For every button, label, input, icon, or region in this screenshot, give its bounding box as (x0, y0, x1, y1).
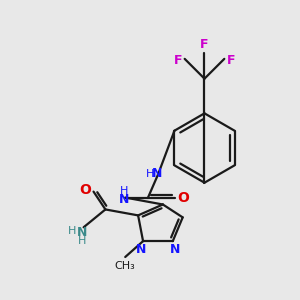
Text: N: N (152, 167, 162, 180)
Text: F: F (200, 38, 209, 52)
Text: F: F (173, 54, 182, 67)
Text: H: H (68, 226, 76, 236)
Text: N: N (136, 243, 146, 256)
Text: O: O (177, 190, 189, 205)
Text: H: H (77, 236, 86, 246)
Text: N: N (169, 243, 180, 256)
Text: H: H (146, 169, 154, 179)
Text: N: N (76, 226, 87, 239)
Text: O: O (80, 183, 92, 196)
Text: N: N (119, 193, 129, 206)
Text: F: F (227, 54, 236, 67)
Text: H: H (120, 186, 128, 196)
Text: CH₃: CH₃ (115, 261, 136, 271)
